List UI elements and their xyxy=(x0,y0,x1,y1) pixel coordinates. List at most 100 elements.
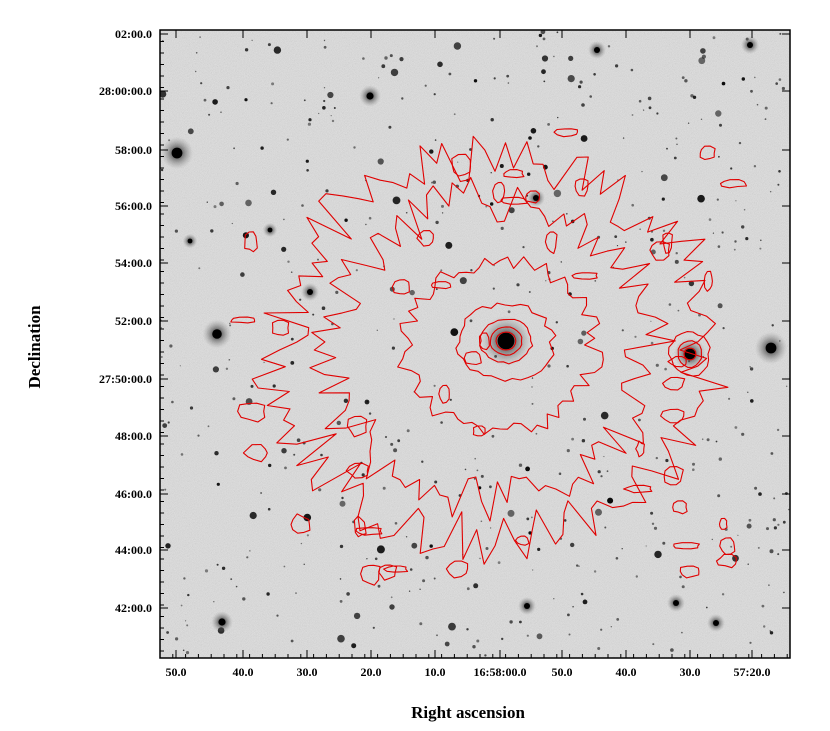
star xyxy=(162,423,168,428)
star xyxy=(490,118,494,122)
star xyxy=(432,180,436,184)
contour-line xyxy=(416,230,434,247)
bright-source-core xyxy=(765,342,777,354)
star xyxy=(204,569,209,573)
star xyxy=(335,290,339,294)
star xyxy=(284,466,287,470)
star xyxy=(376,545,385,554)
star xyxy=(189,406,194,410)
star xyxy=(160,90,167,98)
star xyxy=(568,55,574,62)
star xyxy=(743,208,746,211)
star xyxy=(195,70,197,73)
star xyxy=(737,534,739,536)
star xyxy=(730,167,733,170)
contour-line xyxy=(677,340,702,368)
contour-line xyxy=(703,270,713,292)
star xyxy=(479,557,481,560)
star xyxy=(782,520,786,524)
star xyxy=(541,55,549,62)
star xyxy=(509,620,513,624)
star xyxy=(757,546,760,549)
star xyxy=(500,226,504,230)
star xyxy=(306,169,309,172)
contour-line xyxy=(715,553,737,569)
star xyxy=(490,172,492,174)
bright-source-core xyxy=(212,329,222,339)
star xyxy=(185,620,187,622)
star xyxy=(666,147,668,150)
contour-line xyxy=(718,517,728,530)
star xyxy=(769,631,774,635)
star xyxy=(339,500,346,507)
star xyxy=(697,194,705,203)
star xyxy=(655,456,658,460)
star xyxy=(708,218,712,221)
star xyxy=(522,246,525,249)
star xyxy=(705,606,708,609)
star xyxy=(331,119,335,123)
star xyxy=(531,377,534,379)
star xyxy=(376,329,378,331)
star xyxy=(229,322,231,324)
star xyxy=(235,585,238,588)
star xyxy=(747,391,749,393)
star xyxy=(208,113,211,116)
star xyxy=(638,418,641,422)
star xyxy=(249,550,251,552)
star xyxy=(542,37,546,41)
star xyxy=(216,482,220,486)
star xyxy=(449,398,452,401)
star xyxy=(717,303,723,309)
contour-line xyxy=(345,462,369,479)
contour-line xyxy=(391,279,410,295)
star xyxy=(469,319,473,323)
bright-source-core xyxy=(747,42,753,48)
star xyxy=(171,400,174,404)
star xyxy=(183,577,186,580)
bright-source-core xyxy=(594,47,600,53)
star xyxy=(441,212,444,214)
y-tick-label: 48:00.0 xyxy=(115,429,152,443)
star xyxy=(732,554,739,562)
star xyxy=(690,94,694,98)
star xyxy=(250,384,254,388)
star xyxy=(764,118,767,120)
star xyxy=(393,448,398,453)
star xyxy=(775,82,778,85)
star xyxy=(187,593,190,597)
contour-line xyxy=(237,402,266,423)
star xyxy=(700,118,703,121)
star xyxy=(249,511,257,520)
star xyxy=(365,223,367,226)
star xyxy=(745,237,749,241)
star xyxy=(272,384,276,388)
star xyxy=(405,211,408,214)
star xyxy=(730,545,733,548)
star xyxy=(547,123,550,126)
star xyxy=(435,288,438,290)
bright-source-core xyxy=(307,289,313,295)
star xyxy=(701,54,707,59)
star xyxy=(374,557,378,561)
star xyxy=(571,437,574,441)
star xyxy=(622,137,625,139)
star xyxy=(339,578,342,580)
star xyxy=(677,309,680,312)
star xyxy=(433,384,436,387)
star xyxy=(213,601,215,603)
star xyxy=(267,43,271,47)
star xyxy=(610,626,612,628)
star xyxy=(384,435,388,439)
star xyxy=(464,468,467,471)
star xyxy=(397,439,401,443)
star xyxy=(429,544,433,548)
star xyxy=(781,86,786,91)
contour-line xyxy=(672,500,688,515)
star xyxy=(747,563,749,565)
contour-line xyxy=(455,302,557,382)
star xyxy=(749,366,751,368)
star xyxy=(287,260,290,263)
star xyxy=(290,361,295,365)
contour-line xyxy=(673,542,700,550)
